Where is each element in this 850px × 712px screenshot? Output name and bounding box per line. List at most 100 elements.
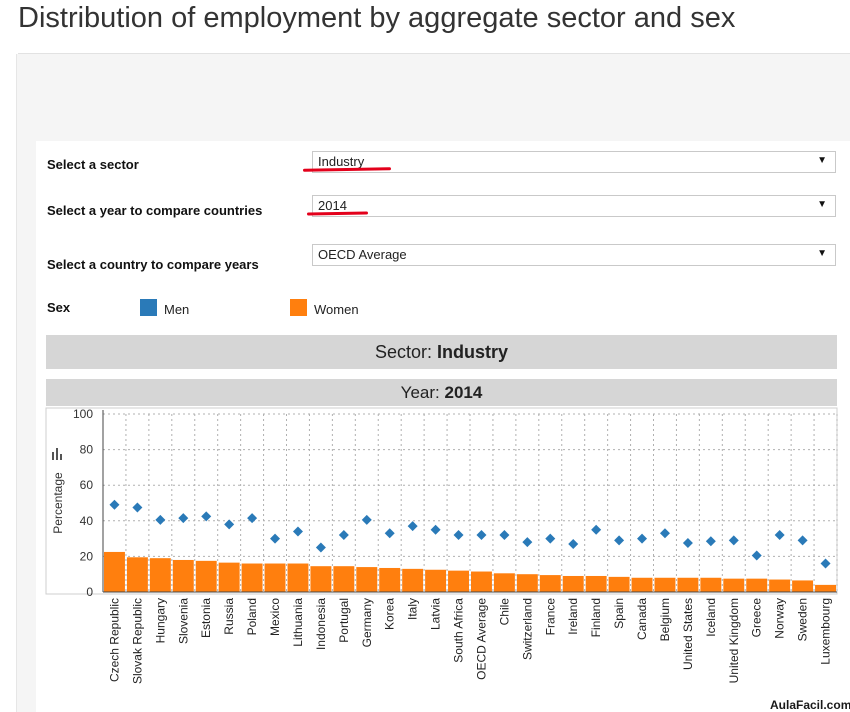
point-men — [292, 526, 303, 537]
sector-label: Select a sector — [47, 157, 139, 172]
point-men — [751, 550, 762, 561]
x-tick-label: Canada — [635, 598, 649, 640]
country-select[interactable]: OECD Average ▼ — [312, 244, 836, 266]
x-tick-label: Russia — [222, 598, 236, 635]
x-tick-label: Mexico — [268, 598, 282, 636]
point-men — [201, 511, 212, 522]
x-tick-label: Chile — [497, 598, 511, 626]
x-tick-label: Sweden — [796, 598, 810, 641]
point-men — [682, 538, 693, 549]
bar-women — [471, 571, 492, 592]
legend-label-men[interactable]: Men — [164, 302, 190, 317]
point-men — [820, 558, 831, 569]
point-men — [270, 533, 281, 544]
bar-women — [539, 575, 561, 592]
x-tick-label: Slovak Republic — [130, 598, 144, 684]
sector-header-value: Industry — [437, 342, 509, 362]
legend-swatch-men[interactable] — [140, 299, 157, 316]
point-men — [178, 513, 189, 524]
point-men — [705, 536, 716, 547]
bar-women — [792, 580, 814, 592]
chevron-down-icon: ▼ — [817, 248, 827, 259]
page-title: Distribution of employment by aggregate … — [18, 2, 736, 34]
point-men — [476, 530, 487, 541]
year-select-value: 2014 — [318, 198, 347, 213]
x-tick-label: OECD Average — [474, 598, 488, 680]
bar-women — [723, 578, 745, 592]
point-men — [224, 519, 235, 530]
point-men — [155, 514, 166, 525]
sector-header: Sector: Industry — [46, 335, 837, 369]
point-men — [407, 521, 418, 532]
point-men — [522, 537, 533, 548]
country-label: Select a country to compare years — [47, 257, 259, 272]
sector-select[interactable]: Industry ▼ — [312, 151, 836, 173]
point-men — [797, 535, 808, 546]
x-tick-label: Italy — [406, 598, 420, 620]
bar-women — [516, 574, 538, 592]
x-tick-label: Czech Republic — [107, 598, 121, 682]
bar-women — [356, 567, 378, 592]
bar-women — [448, 570, 469, 592]
x-tick-label: Norway — [773, 598, 787, 639]
point-men — [453, 530, 464, 541]
bar-women — [172, 559, 194, 592]
year-header: Year: 2014 — [46, 379, 837, 406]
x-tick-label: Germany — [360, 598, 374, 647]
chevron-down-icon: ▼ — [817, 199, 827, 210]
point-men — [384, 528, 395, 539]
year-header-value: 2014 — [444, 383, 483, 402]
y-tick-label: 20 — [80, 549, 94, 563]
year-select[interactable]: 2014 ▼ — [312, 195, 836, 217]
x-tick-label: Luxembourg — [819, 598, 833, 665]
y-tick-label: 40 — [80, 514, 94, 528]
bar-women — [769, 579, 791, 592]
x-tick-label: Iceland — [704, 598, 718, 637]
y-tick-label: 100 — [73, 407, 93, 421]
x-tick-label: Latvia — [429, 598, 443, 630]
sector-header-prefix: Sector: — [374, 342, 432, 362]
year-header-prefix: Year: — [400, 383, 440, 402]
point-men — [591, 524, 602, 535]
bar-women — [104, 551, 125, 592]
chart-type-icon — [60, 454, 62, 460]
bar-women — [425, 569, 447, 592]
chevron-down-icon: ▼ — [817, 155, 827, 166]
x-tick-label: Hungary — [153, 598, 167, 643]
chart-type-icon — [52, 452, 54, 460]
x-tick-label: United States — [681, 598, 695, 670]
point-men — [315, 542, 326, 553]
bar-women — [126, 557, 148, 592]
year-label: Select a year to compare countries — [47, 203, 263, 218]
bar-women — [149, 558, 171, 592]
point-men — [659, 528, 670, 539]
x-tick-label: Portugal — [337, 598, 351, 643]
y-tick-label: 0 — [86, 585, 93, 599]
bar-women — [310, 566, 332, 592]
bar-women — [815, 584, 836, 592]
point-men — [614, 535, 625, 546]
point-men — [338, 530, 349, 541]
bar-women — [333, 566, 355, 592]
bar-women — [218, 562, 240, 592]
x-tick-label: Finland — [589, 598, 603, 637]
title-divider — [18, 53, 850, 54]
x-tick-label: South Africa — [452, 598, 466, 663]
x-tick-label: Belgium — [658, 598, 672, 641]
bar-women — [677, 577, 699, 592]
sector-select-value: Industry — [318, 154, 365, 169]
bar-women — [585, 575, 607, 592]
legend-swatch-women[interactable] — [290, 299, 307, 316]
legend-label-women[interactable]: Women — [314, 302, 359, 317]
sex-label: Sex — [47, 300, 71, 315]
bar-women — [700, 577, 722, 592]
y-axis-label: Percentage — [51, 472, 65, 534]
point-men — [728, 535, 739, 546]
point-men — [545, 533, 556, 544]
point-men — [499, 530, 510, 541]
x-tick-label: Poland — [245, 598, 259, 635]
x-tick-label: Greece — [750, 598, 764, 638]
bar-women — [631, 577, 653, 592]
bar-women — [402, 568, 424, 592]
